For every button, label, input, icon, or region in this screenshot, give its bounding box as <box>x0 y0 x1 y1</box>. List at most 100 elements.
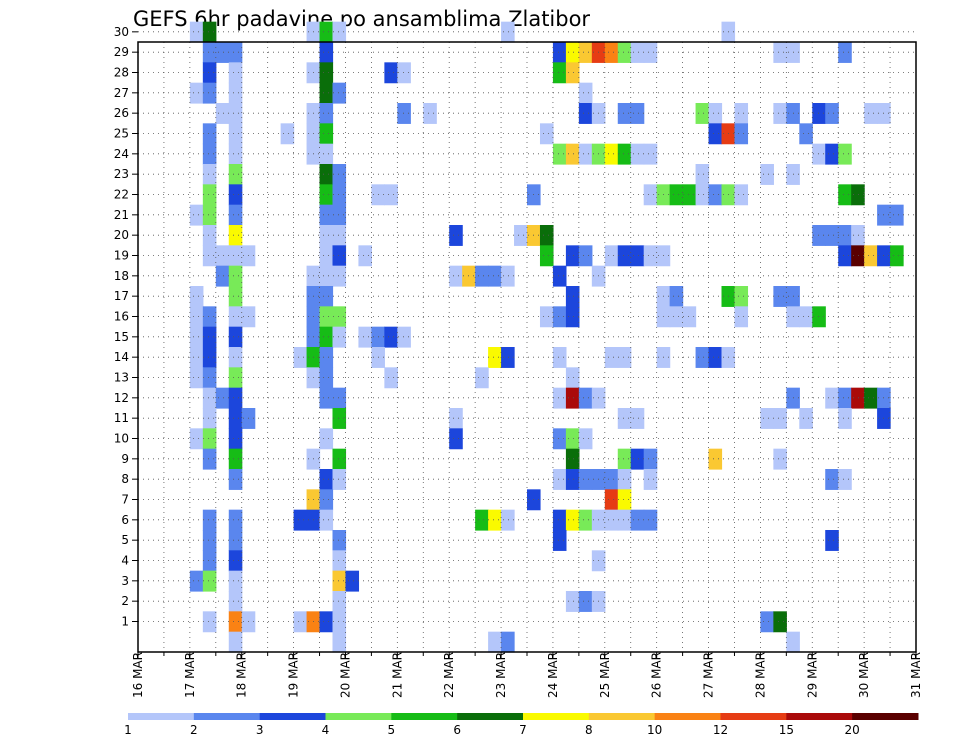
heatmap-cell <box>695 184 710 206</box>
heatmap-cell <box>565 509 580 531</box>
heatmap-cell <box>397 103 411 124</box>
heatmap-cell <box>228 550 243 572</box>
heatmap-cell <box>501 347 515 368</box>
heatmap-cell <box>669 306 684 328</box>
heatmap-cell <box>552 469 567 490</box>
x-tick-label: 27 MAR <box>702 652 716 698</box>
heatmap-cell <box>189 306 204 328</box>
x-tick-label: 16 MAR <box>131 652 145 698</box>
heatmap-cell <box>708 347 723 368</box>
colorbar-swatch <box>720 713 787 720</box>
heatmap-cell <box>708 448 723 470</box>
heatmap-cell <box>215 245 230 267</box>
heatmap-cell <box>552 387 567 409</box>
heatmap-cell <box>202 550 217 572</box>
heatmap-cell <box>189 570 204 592</box>
heatmap-cell <box>578 591 593 612</box>
heatmap-cell <box>475 509 489 531</box>
y-tick-label: 18 <box>114 269 129 283</box>
heatmap-cell <box>189 82 204 104</box>
x-tick-label: 31 MAR <box>909 652 923 698</box>
heatmap-cell <box>514 225 528 246</box>
colorbar-label: 12 <box>713 723 728 737</box>
heatmap-cell <box>345 570 360 592</box>
heatmap-cell <box>319 469 334 490</box>
y-tick-label: 26 <box>114 106 129 120</box>
colorbar-label: 10 <box>647 723 662 737</box>
heatmap-cell <box>189 21 204 43</box>
heatmap-cell <box>864 387 878 409</box>
colorbar-swatch <box>193 713 261 720</box>
y-tick-label: 6 <box>121 513 129 527</box>
heatmap-cell <box>189 286 204 307</box>
heatmap-cell <box>189 347 204 368</box>
heatmap-cell <box>384 184 398 206</box>
heatmap-cell <box>695 164 710 185</box>
heatmap-cell <box>202 387 217 409</box>
heatmap-cell <box>565 428 580 450</box>
heatmap-cell <box>552 509 567 531</box>
heatmap-cell <box>397 62 411 84</box>
heatmap-cell <box>838 184 852 206</box>
heatmap-cell <box>760 611 774 633</box>
heatmap-cell <box>851 225 865 246</box>
heatmap-cell <box>332 306 347 328</box>
heatmap-cell <box>358 326 372 348</box>
colorbar-swatch <box>128 713 195 720</box>
heatmap-cell <box>319 489 334 511</box>
heatmap-cell <box>773 408 787 429</box>
heatmap-cell <box>630 408 645 429</box>
x-tick-label: 29 MAR <box>805 652 819 698</box>
heatmap-cell <box>228 143 243 165</box>
heatmap-cell <box>202 82 217 104</box>
y-tick-label: 7 <box>121 493 129 507</box>
heatmap-cell <box>552 306 567 328</box>
heatmap-cell <box>617 42 632 63</box>
y-tick-label: 14 <box>114 350 129 364</box>
colorbar-label: 2 <box>190 723 198 737</box>
heatmap-cell <box>682 184 697 206</box>
heatmap-cell <box>332 82 347 104</box>
heatmap-cell <box>565 245 580 267</box>
heatmap-cell <box>228 448 243 470</box>
heatmap-cell <box>773 611 787 633</box>
heatmap-cell <box>202 204 217 226</box>
heatmap-cell <box>565 367 580 389</box>
heatmap-cell <box>617 408 632 429</box>
colorbar-swatch <box>852 713 919 720</box>
y-tick-label: 9 <box>121 452 129 466</box>
heatmap-cell <box>643 245 658 267</box>
y-tick-label: 1 <box>121 615 129 629</box>
heatmap-cell <box>838 143 852 165</box>
heatmap-cell <box>864 245 878 267</box>
heatmap-cell <box>773 286 787 307</box>
x-tick-label: 24 MAR <box>546 652 560 698</box>
heatmap-cell <box>734 306 749 328</box>
heatmap-cell <box>202 62 217 84</box>
y-tick-label: 15 <box>114 330 129 344</box>
heatmap-cell <box>332 469 347 490</box>
heatmap-cell <box>565 143 580 165</box>
heatmap-cell <box>565 286 580 307</box>
heatmap-cell <box>202 428 217 450</box>
heatmap-cell <box>332 591 347 612</box>
heatmap-cell <box>812 103 826 124</box>
colorbar-swatch <box>259 713 326 720</box>
heatmap-cell <box>228 347 243 368</box>
heatmap-cell <box>189 326 204 348</box>
heatmap-cell <box>228 367 243 389</box>
heatmap-cell <box>189 204 204 226</box>
heatmap-cell <box>773 103 787 124</box>
colorbar-label: 7 <box>519 723 527 737</box>
heatmap-cell <box>384 62 398 84</box>
colorbar-label: 15 <box>779 723 794 737</box>
heatmap-cell <box>552 62 567 84</box>
heatmap-cell <box>293 611 308 633</box>
heatmap-cell <box>578 428 593 450</box>
heatmap-cell <box>565 42 580 63</box>
heatmap-cell <box>449 225 463 246</box>
heatmap-cell <box>449 265 463 287</box>
heatmap-cell <box>202 164 217 185</box>
heatmap-cell <box>332 550 347 572</box>
